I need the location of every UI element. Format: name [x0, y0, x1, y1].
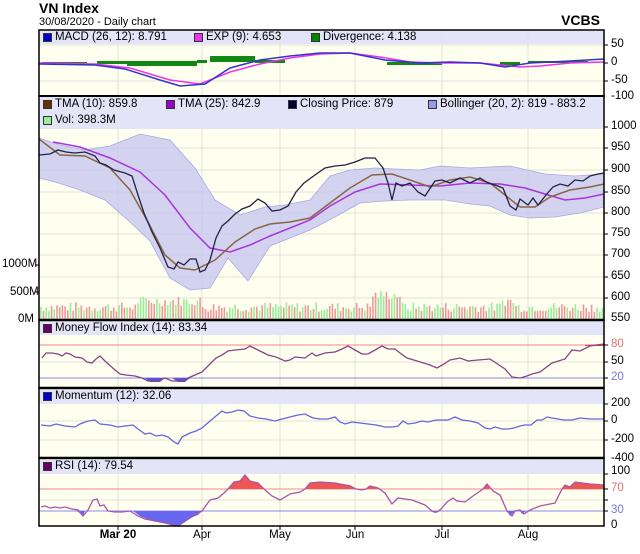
price-ytick: 600	[611, 291, 631, 303]
momentum-ytick: 200	[611, 397, 631, 409]
macd-legend: MACD (26, 12): 8.791	[43, 31, 167, 43]
closing-price-legend-label: Closing Price: 879	[300, 98, 394, 110]
volume-bars	[40, 291, 604, 320]
legend-swatch	[311, 32, 320, 42]
legend-swatch	[428, 99, 437, 109]
volume-ytick: 500M	[10, 286, 39, 298]
brand-label: VCBS	[561, 12, 600, 28]
rsi-ytick: 30	[611, 504, 624, 516]
macd-ytick: 50	[611, 38, 624, 50]
legend-swatch	[43, 391, 52, 401]
closing-price-legend: Closing Price: 879	[288, 98, 393, 110]
price-ytick: 1000	[611, 120, 637, 132]
momentum-legend-label: Momentum (12): 32.06	[55, 390, 172, 402]
momentum-legend: Momentum (12): 32.06	[43, 390, 171, 402]
chart-title: VN Index	[39, 0, 99, 16]
momentum-ytick: 0	[611, 414, 618, 426]
bollinger-legend: Bollinger (20, 2): 819 - 883.2	[428, 98, 586, 110]
exp-legend-label: EXP (9): 4.653	[206, 31, 282, 43]
rsi-panel	[39, 460, 605, 527]
tma25-legend-label: TMA (25): 842.9	[178, 98, 261, 110]
mfi-ytick: 20	[611, 371, 624, 383]
tma25-line	[52, 141, 605, 253]
macd-ytick: -50	[611, 74, 628, 86]
xaxis-label: Jun	[345, 529, 365, 541]
volume-ytick: 0M	[18, 313, 34, 325]
volume-ytick: 1000M	[2, 258, 38, 270]
tma25-legend: TMA (25): 842.9	[166, 98, 260, 110]
price-ytick: 650	[611, 270, 631, 282]
legend-swatch	[43, 115, 52, 125]
rsi-ytick: 70	[611, 482, 624, 494]
tma10-legend-label: TMA (10): 859.8	[55, 98, 138, 110]
divergence-legend-label: Divergence: 4.138	[323, 31, 417, 43]
macd-ytick: -100	[611, 90, 635, 102]
chart-subtitle: 30/08/2020 - Daily chart	[39, 16, 156, 28]
legend-swatch	[43, 323, 52, 333]
rsi-legend-label: RSI (14): 79.54	[55, 460, 133, 472]
closing-price-line	[38, 149, 605, 273]
macd-panel	[38, 30, 605, 96]
mfi-legend-label: Money Flow Index (14): 83.34	[55, 322, 208, 334]
momentum-ytick: -400	[611, 452, 635, 464]
mfi-legend: Money Flow Index (14): 83.34	[43, 322, 207, 334]
exp-legend: EXP (9): 4.653	[194, 31, 281, 43]
price-ytick: 550	[611, 312, 631, 324]
legend-swatch	[43, 461, 52, 471]
price-ytick: 850	[611, 185, 631, 197]
xaxis-label: Jul	[434, 529, 450, 541]
rsi-overbought-fill	[228, 475, 604, 489]
macd-ytick: 0	[611, 56, 618, 68]
axis-ticks	[35, 44, 608, 530]
legend-swatch	[194, 32, 203, 42]
xaxis-label: Mar 20	[99, 529, 137, 541]
xaxis-label: May	[269, 529, 291, 541]
mfi-panel	[39, 321, 605, 387]
legend-swatch	[43, 32, 52, 42]
xaxis-label: Apr	[193, 529, 211, 541]
price-ytick: 800	[611, 206, 631, 218]
mfi-line	[41, 343, 605, 382]
momentum-line	[40, 409, 604, 445]
rsi-oversold-fill	[77, 511, 526, 526]
price-ytick: 750	[611, 227, 631, 239]
momentum-ytick: -200	[611, 433, 635, 445]
bollinger-legend-label: Bollinger (20, 2): 819 - 883.2	[440, 98, 586, 110]
tma10-legend: TMA (10): 859.8	[43, 98, 137, 110]
price-panel	[38, 96, 605, 320]
momentum-panel	[39, 390, 604, 458]
price-ytick: 950	[611, 141, 631, 153]
mfi-ytick: 80	[611, 338, 624, 350]
volume-legend: Vol: 398.3M	[43, 114, 116, 126]
macd-legend-label: MACD (26, 12): 8.791	[55, 31, 167, 43]
divergence-legend: Divergence: 4.138	[311, 31, 416, 43]
legend-swatch	[43, 99, 52, 109]
legend-swatch	[288, 99, 297, 109]
rsi-legend: RSI (14): 79.54	[43, 460, 133, 472]
mfi-ytick: 50	[611, 355, 624, 367]
rsi-line	[40, 473, 605, 527]
price-ytick: 900	[611, 163, 631, 175]
rsi-ytick: 0	[611, 519, 618, 531]
rsi-ytick: 100	[611, 465, 631, 477]
macd-line	[38, 52, 605, 87]
xaxis-label: Aug	[517, 529, 539, 541]
price-ytick: 700	[611, 248, 631, 260]
legend-swatch	[166, 99, 175, 109]
volume-legend-label: Vol: 398.3M	[55, 114, 116, 126]
